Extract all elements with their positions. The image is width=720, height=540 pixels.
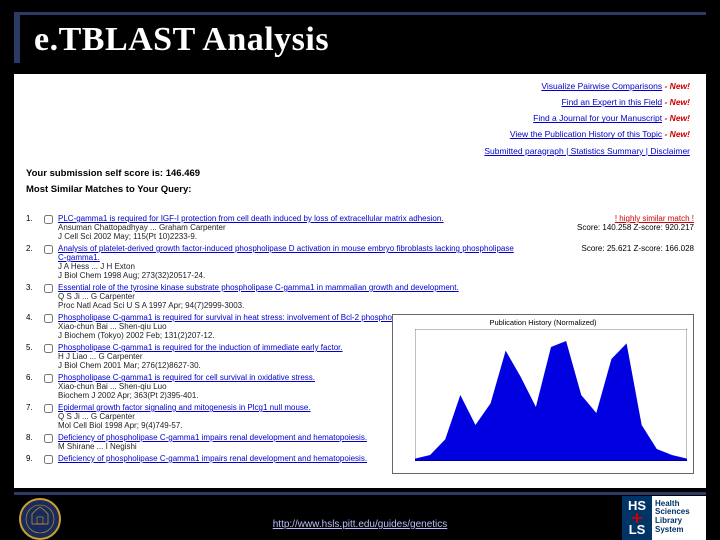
result-score-text: Score: 25.621 Z-score: 166.028 xyxy=(530,244,694,253)
chart-title: Publication History (Normalized) xyxy=(393,318,693,327)
university-seal-icon xyxy=(14,497,66,540)
top-link[interactable]: View the Publication History of this Top… xyxy=(510,129,662,139)
chart-plot-area xyxy=(415,329,687,461)
publication-history-chart: Publication History (Normalized) xyxy=(392,314,694,474)
result-scores: Score: 25.621 Z-score: 166.028 xyxy=(524,244,694,280)
footer-bar: http://www.hsls.pitt.edu/guides/genetics… xyxy=(14,492,706,540)
result-scores: ! highly similar match !Score: 140.258 Z… xyxy=(524,214,694,241)
slide-title: e.TBLAST Analysis xyxy=(34,21,329,59)
hsls-ls: LS xyxy=(629,523,646,536)
new-tag: - New! xyxy=(662,81,690,91)
result-number: 7. xyxy=(26,403,44,430)
result-score-text: Score: 140.258 Z-score: 920.217 xyxy=(530,223,694,232)
result-authors: Q S Ji ... G Carpenter xyxy=(58,292,524,301)
top-link[interactable]: Submitted paragraph | Statistics Summary… xyxy=(484,146,690,156)
result-authors: Ansuman Chattopadhyay ... Graham Carpent… xyxy=(58,223,524,232)
result-title-link[interactable]: PLC-gamma1 is required for IGF-I protect… xyxy=(58,214,444,223)
result-title-link[interactable]: Epidermal growth factor signaling and mi… xyxy=(58,403,311,412)
content-panel: Visualize Pairwise Comparisons - New!Fin… xyxy=(14,74,706,488)
new-tag: - New! xyxy=(662,97,690,107)
result-row: 3. Essential role of the tyrosine kinase … xyxy=(26,283,694,310)
result-title-link[interactable]: Analysis of platelet-derived growth fact… xyxy=(58,244,514,262)
self-score-label: Your submission self score is: xyxy=(26,168,163,179)
result-title-link[interactable]: Essential role of the tyrosine kinase su… xyxy=(58,283,459,292)
result-checkbox[interactable] xyxy=(44,374,53,383)
new-tag: - New! xyxy=(662,113,690,123)
result-authors: J A Hess ... J H Exton xyxy=(58,262,524,271)
result-checkbox[interactable] xyxy=(44,314,53,323)
result-citation: J Cell Sci 2002 May; 115(Pt 10)2233-9. xyxy=(58,232,524,241)
result-number: 3. xyxy=(26,283,44,310)
result-title-link[interactable]: Phospholipase C-gamma1 is required for t… xyxy=(58,343,343,352)
result-checkbox[interactable] xyxy=(44,344,53,353)
result-body: Analysis of platelet-derived growth fact… xyxy=(58,244,524,280)
highly-similar-tag: ! highly similar match ! xyxy=(530,214,694,223)
result-number: 6. xyxy=(26,373,44,400)
hsls-line4: System xyxy=(655,526,703,535)
result-checkbox[interactable] xyxy=(44,404,53,413)
result-body: Essential role of the tyrosine kinase su… xyxy=(58,283,524,310)
hsls-logo-left: HS LS xyxy=(622,496,652,540)
result-citation: J Biol Chem 1998 Aug; 273(32)20517-24. xyxy=(58,271,524,280)
result-checkbox[interactable] xyxy=(44,455,53,464)
result-row: 1. PLC-gamma1 is required for IGF-I prote… xyxy=(26,214,694,241)
result-checkbox[interactable] xyxy=(44,434,53,443)
result-title-link[interactable]: Deficiency of phospholipase C-gamma1 imp… xyxy=(58,454,367,463)
result-row: 2. Analysis of platelet-derived growth fa… xyxy=(26,244,694,280)
result-number: 5. xyxy=(26,343,44,370)
title-accent xyxy=(14,15,20,63)
title-bar: e.TBLAST Analysis xyxy=(14,12,706,63)
result-checkbox[interactable] xyxy=(44,245,53,254)
self-score-value: 146.469 xyxy=(166,168,200,179)
result-number: 2. xyxy=(26,244,44,280)
result-scores xyxy=(524,283,694,310)
footer-url-link[interactable]: http://www.hsls.pitt.edu/guides/genetics xyxy=(273,519,448,530)
result-citation: Proc Natl Acad Sci U S A 1997 Apr; 94(7)… xyxy=(58,301,524,310)
result-checkbox[interactable] xyxy=(44,284,53,293)
top-link[interactable]: Visualize Pairwise Comparisons xyxy=(541,81,662,91)
new-tag: - New! xyxy=(662,129,690,139)
hsls-logo: HS LS Health Sciences Library System xyxy=(622,496,706,540)
result-checkbox[interactable] xyxy=(44,215,53,224)
hsls-hs: HS xyxy=(628,499,646,512)
plus-icon xyxy=(632,513,642,523)
result-number: 8. xyxy=(26,433,44,451)
self-score-line: Your submission self score is: 146.469 xyxy=(26,168,200,179)
result-body: PLC-gamma1 is required for IGF-I protect… xyxy=(58,214,524,241)
top-links: Visualize Pairwise Comparisons - New!Fin… xyxy=(484,78,690,159)
result-number: 4. xyxy=(26,313,44,340)
result-title-link[interactable]: Deficiency of phospholipase C-gamma1 imp… xyxy=(58,433,367,442)
hsls-logo-right: Health Sciences Library System xyxy=(652,496,706,540)
most-similar-heading: Most Similar Matches to Your Query: xyxy=(26,184,191,195)
top-link[interactable]: Find a Journal for your Manuscript xyxy=(533,113,662,123)
result-number: 9. xyxy=(26,454,44,466)
chart-area-fill xyxy=(415,341,687,461)
slide-root: e.TBLAST Analysis Visualize Pairwise Com… xyxy=(0,0,720,540)
result-title-link[interactable]: Phospholipase C-gamma1 is required for s… xyxy=(58,313,420,322)
result-title-link[interactable]: Phospholipase C-gamma1 is required for c… xyxy=(58,373,315,382)
top-link[interactable]: Find an Expert in this Field xyxy=(561,97,662,107)
result-number: 1. xyxy=(26,214,44,241)
